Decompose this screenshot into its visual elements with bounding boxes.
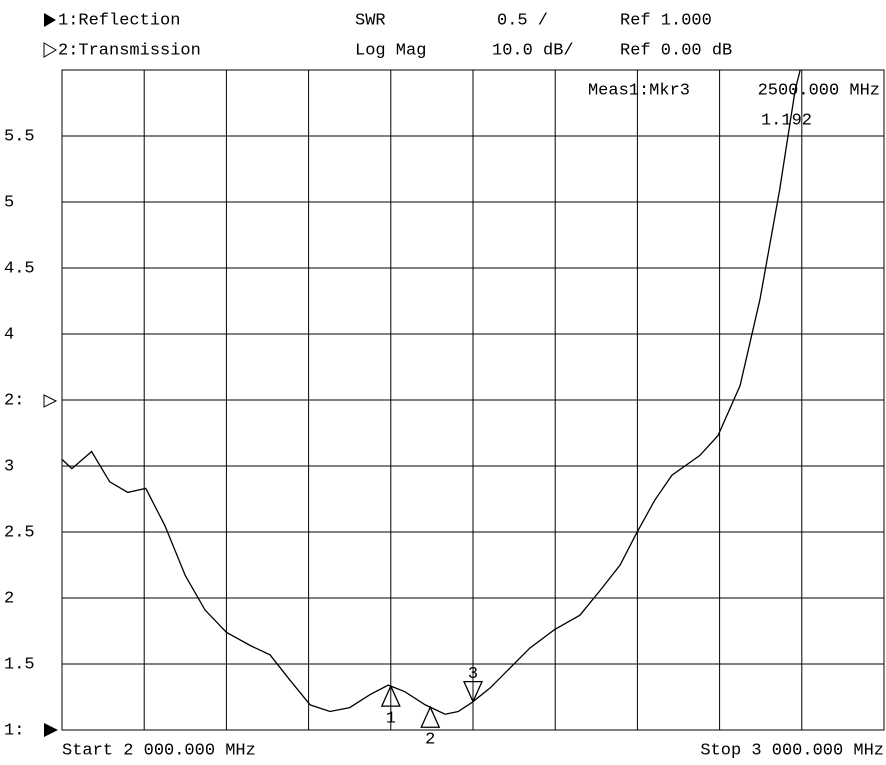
y-tick-label: 3 [4,457,14,476]
trace1-name: 1:Reflection [58,11,180,30]
trace1-indicator [44,13,56,27]
y-tick-label: 4 [4,325,14,344]
trace1-format: SWR [355,11,386,30]
y-tick-label: 4.5 [4,259,35,278]
ref1-indicator [44,723,58,737]
trace2-scale: 10.0 dB/ [492,41,574,60]
marker [380,684,401,707]
trace2-ref: Ref 0.00 dB [620,41,732,60]
trace2-indicator [43,42,57,58]
y-tick-label: 1.5 [4,655,35,674]
stop-label: Stop 3 000.000 MHz [700,741,884,760]
trace1-ref: Ref 1.000 [620,11,712,30]
marker [462,680,484,704]
marker-label: 2 [425,731,435,750]
readout-value: 1.192 [761,111,812,130]
marker-label: 1 [386,710,396,729]
readout-label: Meas1:Mkr3 [588,81,690,100]
ref2-indicator [43,394,58,408]
marker-label: 3 [468,665,478,684]
trace-line [61,69,801,715]
y-tick-label: 5.5 [4,127,35,146]
readout-frequency: 2500.000 MHz [758,81,880,100]
start-label: Start 2 000.000 MHz [62,741,256,760]
trace2-format: Log Mag [355,41,426,60]
marker [420,705,441,728]
trace1-scale: 0.5 / [497,11,548,30]
y-tick-label: 5 [4,193,14,212]
y-tick-label: 2 [4,589,14,608]
y-tick-label: 1: [4,721,24,740]
trace2-name: 2:Transmission [58,41,201,60]
y-tick-label: 2.5 [4,523,35,542]
y-tick-label: 2: [4,391,24,410]
